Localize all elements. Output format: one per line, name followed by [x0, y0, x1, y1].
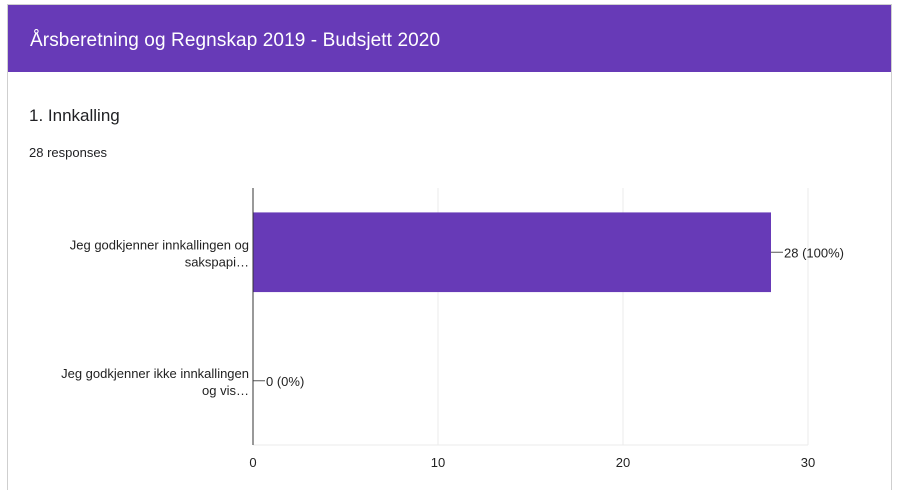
x-tick-label-20: 20 — [616, 455, 630, 470]
category-label-line: Jeg godkjenner ikke innkallingen — [61, 366, 249, 381]
category-label-1: Jeg godkjenner ikke innkallingen og vis… — [61, 366, 249, 398]
category-label-line: Jeg godkjenner innkallingen og — [70, 237, 249, 252]
form-title: Årsberetning og Regnskap 2019 - Budsjett… — [30, 30, 441, 51]
value-label-0: 28 (100%) — [784, 245, 844, 260]
bar-chart: 0 10 20 30 28 (100%) Jeg godkjenner innkallin… — [61, 188, 844, 470]
value-label-1: 0 (0%) — [266, 374, 304, 389]
response-count: 28 responses — [29, 145, 108, 160]
response-summary-card: Årsberetning og Regnskap 2019 - Budsjett… — [7, 4, 892, 490]
x-tick-label-10: 10 — [431, 455, 445, 470]
form-header: Årsberetning og Regnskap 2019 - Budsjett… — [8, 5, 891, 72]
category-label-0: Jeg godkjenner innkallingen og sakspapi… — [70, 237, 249, 269]
category-label-line: sakspapi… — [185, 254, 249, 269]
x-tick-label-30: 30 — [801, 455, 815, 470]
question-title: 1. Innkalling — [29, 106, 120, 125]
bar-0 — [253, 212, 771, 293]
category-label-line: og vis… — [202, 383, 249, 398]
x-tick-label-0: 0 — [249, 455, 256, 470]
